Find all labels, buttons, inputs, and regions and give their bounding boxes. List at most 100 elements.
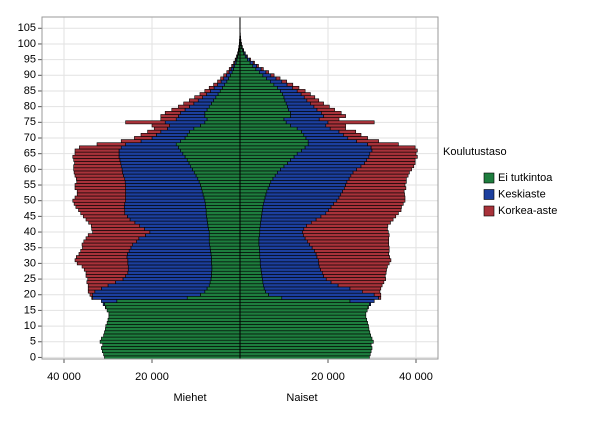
- bar-segment: [319, 265, 387, 268]
- bar-segment: [379, 296, 381, 299]
- bar-segment: [262, 209, 328, 212]
- bar-segment: [269, 293, 375, 296]
- bar-segment: [145, 234, 209, 237]
- bar-segment: [261, 268, 320, 271]
- bar-segment: [172, 108, 185, 111]
- bar-segment: [357, 168, 412, 171]
- bar-segment: [240, 277, 262, 280]
- bar-segment: [337, 199, 405, 202]
- bar-segment: [224, 77, 229, 80]
- bar-segment: [204, 196, 240, 199]
- y-tick-label: 70: [24, 132, 36, 144]
- bar-segment: [305, 237, 389, 240]
- bar-segment: [240, 124, 291, 127]
- bar-segment: [128, 265, 212, 268]
- bar-segment: [306, 136, 348, 139]
- bar-segment: [240, 252, 260, 255]
- bar-segment: [74, 158, 120, 161]
- y-tick-label: 10: [24, 320, 36, 332]
- bar-segment: [125, 212, 206, 215]
- bar-segment: [240, 234, 259, 237]
- bar-segment: [240, 108, 288, 111]
- bar-segment: [93, 293, 201, 296]
- bar-segment: [211, 252, 240, 255]
- bar-segment: [141, 133, 156, 136]
- bar-segment: [104, 334, 240, 337]
- bar-segment: [348, 136, 368, 139]
- bar-segment: [211, 274, 240, 277]
- bar-segment: [240, 240, 259, 243]
- bar-segment: [209, 230, 240, 233]
- bar-segment: [181, 140, 240, 143]
- bar-segment: [79, 146, 121, 149]
- bar-segment: [126, 121, 166, 124]
- bar-segment: [273, 177, 349, 180]
- bar-segment: [310, 243, 389, 246]
- bar-segment: [240, 346, 372, 349]
- bar-segment: [240, 162, 288, 165]
- bar-segment: [178, 105, 189, 108]
- bar-segment: [81, 249, 129, 252]
- bar-segment: [260, 259, 318, 262]
- bar-segment: [117, 299, 240, 302]
- bar-segment: [75, 259, 128, 262]
- bar-segment: [240, 309, 367, 312]
- bar-segment: [240, 183, 269, 186]
- right-side-label: Naiset: [286, 392, 317, 404]
- bar-segment: [176, 118, 207, 121]
- bar-segment: [240, 52, 244, 55]
- legend-swatch: [484, 190, 494, 200]
- bar-segment: [288, 108, 317, 111]
- bar-segment: [275, 174, 351, 177]
- bar-segment: [229, 77, 240, 80]
- bar-segment: [263, 284, 338, 287]
- bar-segment: [344, 187, 406, 190]
- bar-segment: [170, 124, 201, 127]
- bar-segment: [161, 118, 176, 121]
- bar-segment: [304, 227, 388, 230]
- bar-segment: [76, 256, 127, 259]
- bar-segment: [126, 190, 203, 193]
- bar-segment: [369, 155, 417, 158]
- bar-segment: [331, 281, 384, 284]
- bar-segment: [233, 67, 240, 70]
- bar-segment: [259, 237, 305, 240]
- bar-segment: [240, 350, 371, 353]
- bar-segment: [121, 162, 189, 165]
- bar-segment: [240, 180, 271, 183]
- bar-segment: [125, 177, 198, 180]
- bar-segment: [357, 140, 379, 143]
- bar-segment: [240, 89, 280, 92]
- bar-segment: [103, 303, 104, 306]
- bar-segment: [240, 64, 253, 67]
- bar-segment: [176, 143, 240, 146]
- bar-segment: [339, 196, 405, 199]
- bar-segment: [203, 193, 240, 196]
- bar-segment: [240, 259, 260, 262]
- bar-segment: [304, 96, 315, 99]
- bar-segment: [240, 105, 288, 108]
- bar-segment: [207, 287, 240, 290]
- bar-segment: [205, 89, 211, 92]
- bar-segment: [328, 209, 401, 212]
- bar-segment: [317, 108, 335, 111]
- bar-segment: [361, 165, 414, 168]
- bar-segment: [207, 93, 218, 96]
- bar-segment: [240, 230, 260, 233]
- bar-segment: [240, 86, 277, 89]
- bar-segment: [108, 284, 209, 287]
- bar-segment: [167, 127, 193, 130]
- bar-segment: [127, 256, 211, 259]
- bar-segment: [231, 67, 233, 70]
- bar-segment: [89, 221, 135, 224]
- y-tick-label: 0: [30, 351, 36, 363]
- left-side-label: Miehet: [173, 392, 206, 404]
- bar-segment: [322, 271, 386, 274]
- bar-segment: [126, 199, 205, 202]
- bar-segment: [240, 146, 305, 149]
- bar-segment: [297, 89, 305, 92]
- bar-segment: [126, 143, 177, 146]
- bar-segment: [152, 124, 170, 127]
- bar-segment: [209, 284, 240, 287]
- bar-segment: [331, 205, 401, 208]
